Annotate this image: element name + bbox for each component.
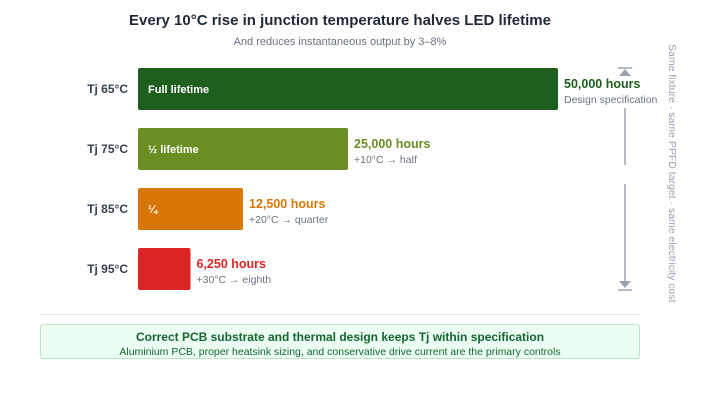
value-label: 25,000 hours: [354, 137, 430, 151]
bar: [138, 248, 191, 290]
bar-inner-label: Full lifetime: [148, 84, 209, 96]
annotation-label: +10°C → half: [354, 154, 417, 166]
recommendation-subtitle: Aluminium PCB, proper heatsink sizing, a…: [119, 346, 561, 358]
value-label: 50,000 hours: [564, 77, 640, 91]
value-label: 12,500 hours: [249, 197, 325, 211]
bar: [138, 188, 243, 230]
annotation-label: +20°C → quarter: [249, 214, 329, 226]
chart-subtitle: And reduces instantaneous output by 3–8%: [233, 36, 447, 48]
bar-inner-label: ¼: [148, 204, 158, 216]
category-label: Tj 95°C: [87, 262, 128, 276]
category-label: Tj 75°C: [87, 142, 128, 156]
category-label: Tj 85°C: [87, 202, 128, 216]
category-label: Tj 65°C: [87, 82, 128, 96]
divider: [40, 314, 640, 315]
arrow-head-up: [619, 69, 631, 76]
annotation-label: +30°C → eighth: [197, 274, 272, 286]
bar: [138, 128, 348, 170]
side-note-vertical: Same fixture · same PPFD target · same e…: [666, 44, 678, 303]
arrow-head-down: [619, 281, 631, 288]
annotation-label: Design specification: [564, 94, 658, 106]
chart-title: Every 10°C rise in junction temperature …: [129, 12, 551, 29]
bar-inner-label: ½ lifetime: [148, 144, 199, 156]
bar: [138, 68, 558, 110]
recommendation-box: Correct PCB substrate and thermal design…: [40, 324, 640, 359]
recommendation-title: Correct PCB substrate and thermal design…: [135, 330, 545, 344]
value-label: 6,250 hours: [197, 257, 267, 271]
